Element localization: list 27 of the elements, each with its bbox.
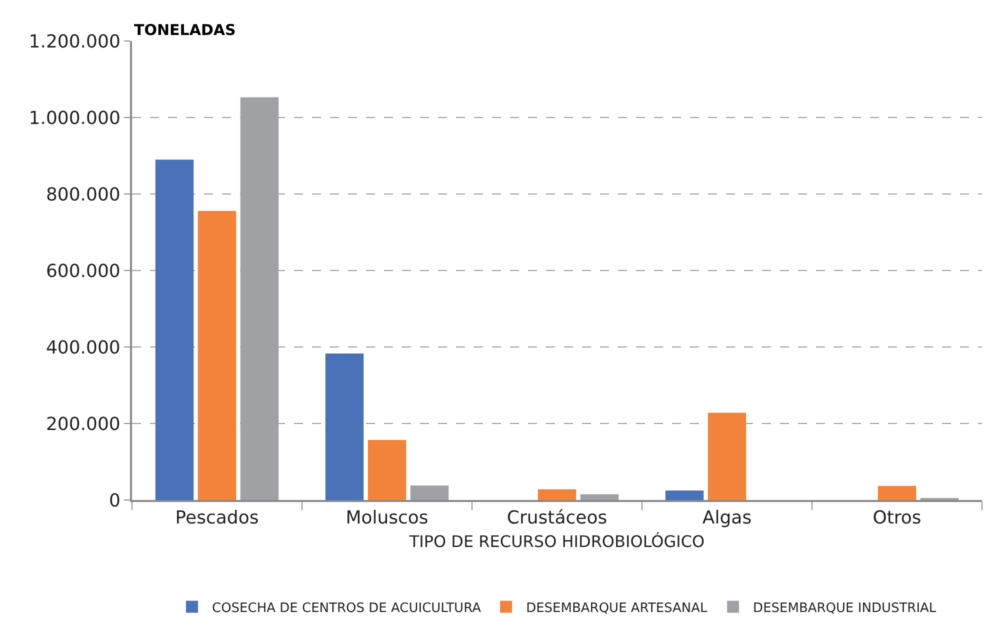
y-axis-title: TONELADAS: [134, 21, 236, 39]
bar: [665, 490, 704, 500]
bar: [368, 440, 406, 500]
bar: [325, 354, 364, 500]
x-tick-label: Pescados: [175, 508, 259, 529]
bar: [878, 486, 916, 500]
y-tick-label: 200.000: [46, 414, 120, 435]
bar: [538, 489, 576, 500]
legend-label: DESEMBARQUE INDUSTRIAL: [753, 600, 937, 616]
x-tick-label: Crustáceos: [506, 508, 608, 529]
bar: [708, 412, 746, 500]
bar: [155, 160, 194, 500]
y-tick-label: 0: [108, 490, 120, 512]
y-tick-label: 400.000: [46, 337, 120, 358]
bar: [198, 210, 236, 500]
legend-label: DESEMBARQUE ARTESANAL: [526, 600, 708, 616]
x-tick-label: Algas: [702, 508, 752, 529]
x-axis-title: TIPO DE RECURSO HIDROBIOLÓGICO: [408, 532, 705, 551]
legend-label: COSECHA DE CENTROS DE ACUICULTURA: [212, 600, 482, 616]
y-tick-label: 1.000.000: [28, 108, 120, 129]
x-tick-label: Moluscos: [346, 508, 428, 529]
bar: [410, 485, 449, 500]
bar: [580, 494, 619, 500]
y-tick-label: 800.000: [46, 184, 120, 206]
y-tick-label: 1.200.000: [28, 31, 120, 52]
x-tick-label: Otros: [872, 508, 922, 529]
y-tick-label: 600.000: [46, 260, 120, 282]
